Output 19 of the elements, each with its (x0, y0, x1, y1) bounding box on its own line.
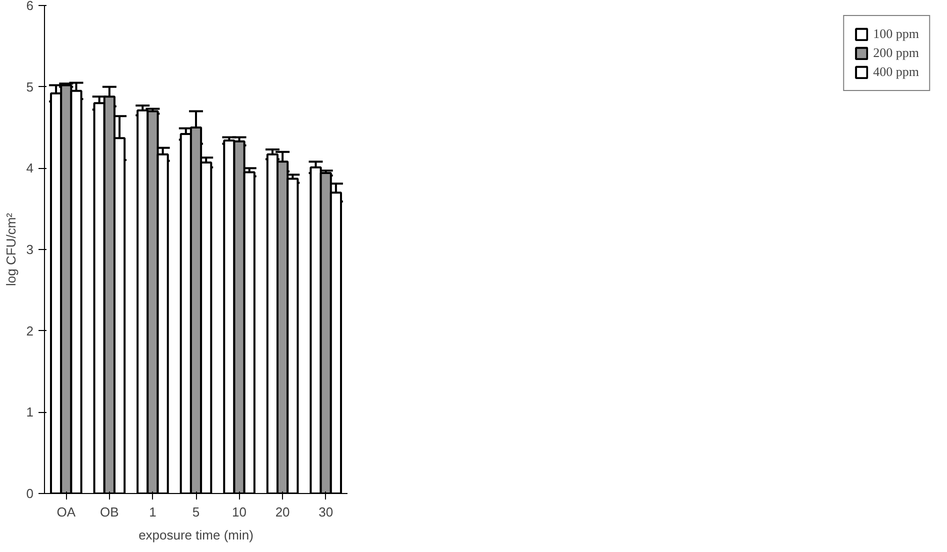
x-tick-label: 5 (192, 504, 200, 520)
y-tick-label: 2 (26, 323, 34, 338)
y-tick-label: 4 (26, 160, 34, 176)
legend-label: 100 ppm (873, 26, 919, 42)
x-tick-label: 1 (149, 504, 156, 520)
y-tick-label: 3 (26, 242, 34, 257)
x-tick-label: 10 (232, 504, 247, 520)
legend-label: 200 ppm (873, 45, 919, 61)
x-tick-label: 30 (318, 504, 334, 520)
x-tick-label: OB (100, 504, 119, 520)
x-tick-label: 20 (275, 504, 290, 520)
y-axis-title: log CFU/cm² (3, 212, 18, 286)
y-tick-label: 0 (26, 486, 34, 501)
y-tick-label: 5 (26, 79, 34, 94)
legend-label: 400 ppm (873, 64, 919, 80)
x-axis-title: exposure time (min) (138, 528, 254, 542)
y-tick-label: 6 (26, 0, 34, 13)
x-tick-label: OA (56, 504, 76, 520)
y-tick-label: 1 (26, 404, 34, 420)
